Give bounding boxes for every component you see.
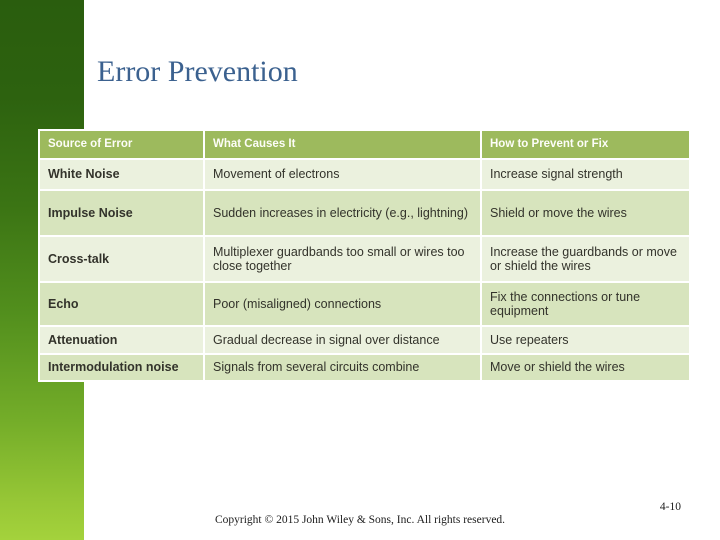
table-cell-fix: Fix the connections or tune equipment	[482, 283, 689, 325]
table-cell-source: Attenuation	[40, 327, 203, 353]
header-cell-fix: How to Prevent or Fix	[482, 131, 689, 158]
table-cell-source: Intermodulation noise	[40, 355, 203, 380]
error-prevention-table: Source of Error What Causes It How to Pr…	[38, 129, 691, 382]
table-cell-fix: Shield or move the wires	[482, 191, 689, 235]
table-cell-cause: Signals from several circuits combine	[205, 355, 480, 380]
table-cell-cause: Poor (misaligned) connections	[205, 283, 480, 325]
table-cell-fix: Increase signal strength	[482, 160, 689, 189]
table-cell-cause: Movement of electrons	[205, 160, 480, 189]
table-cell-source: Cross-talk	[40, 237, 203, 281]
table-cell-fix: Use repeaters	[482, 327, 689, 353]
page-title: Error Prevention	[97, 55, 298, 88]
copyright-notice: Copyright © 2015 John Wiley & Sons, Inc.…	[214, 514, 506, 526]
table-cell-source: White Noise	[40, 160, 203, 189]
header-cell-cause: What Causes It	[205, 131, 480, 158]
table-cell-fix: Increase the guardbands or move or shiel…	[482, 237, 689, 281]
table-cell-source: Impulse Noise	[40, 191, 203, 235]
slide-page-number: 4-10	[659, 501, 681, 513]
table-cell-cause: Sudden increases in electricity (e.g., l…	[205, 191, 480, 235]
table-cell-source: Echo	[40, 283, 203, 325]
table-cell-fix: Move or shield the wires	[482, 355, 689, 380]
header-cell-source: Source of Error	[40, 131, 203, 158]
table-cell-cause: Gradual decrease in signal over distance	[205, 327, 480, 353]
table-cell-cause: Multiplexer guardbands too small or wire…	[205, 237, 480, 281]
